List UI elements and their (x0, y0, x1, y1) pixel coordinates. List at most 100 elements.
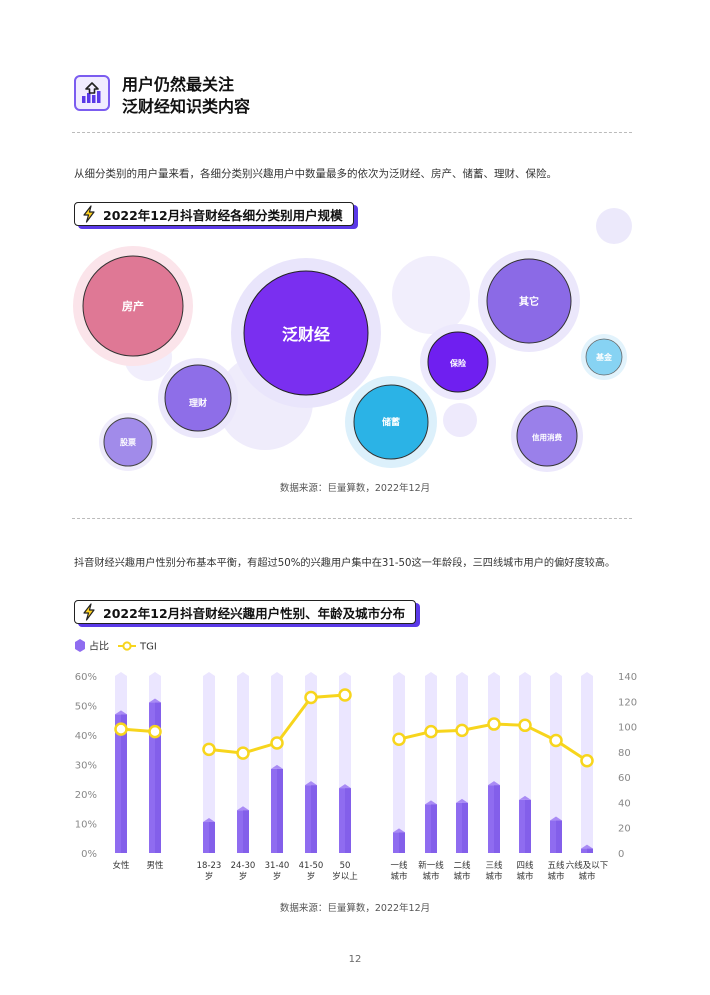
bar-shade (494, 785, 500, 853)
bubble-chart: 房产 泛财经 理财 股票 储蓄 保险 其它 基金 信用消费 (73, 208, 632, 472)
bar-background-cap (550, 672, 562, 676)
bar-background-cap (581, 672, 593, 676)
lightning-icon (83, 205, 95, 223)
section-title-1-text: 2022年12月抖音财经各细分类别用户规模 (103, 207, 343, 223)
y-right-tick-label: 80 (618, 748, 631, 759)
bubble-label: 基金 (595, 352, 613, 362)
x-tick-label: 一线 (390, 860, 408, 871)
x-tick-label: 24-30 (231, 861, 256, 871)
intro-text-2: 抖音财经兴趣用户性别分布基本平衡，有超过50%的兴趣用户集中在31-50这一年龄… (74, 558, 616, 569)
bar-cap (425, 800, 437, 805)
bg-bubble (443, 403, 477, 437)
legend-label-tgi: TGI (139, 642, 157, 653)
x-tick-label: 岁 (307, 871, 316, 882)
page-number: 12 (348, 954, 362, 965)
x-tick-label: 四线 (516, 860, 534, 871)
bar-shade (587, 848, 593, 853)
tgi-point (392, 732, 406, 746)
y-right-tick-label: 20 (618, 824, 631, 835)
bubble-stocks (103, 417, 153, 467)
x-tick-label: 城市 (547, 871, 565, 882)
bar-background-cap (271, 672, 283, 676)
tgi-point (518, 718, 532, 733)
bar-shade (462, 802, 468, 853)
bar-background-cap (488, 672, 500, 676)
y-left-tick-label: 30% (75, 761, 97, 772)
combo-chart: 0% 10% 20% 30% 40% 50% 60% 0 20 40 60 80 100 120 140 女性… (75, 672, 637, 882)
tgi-point (304, 690, 318, 705)
bar-shade (155, 702, 161, 853)
bar-cap (488, 781, 500, 786)
tgi-point (148, 724, 162, 739)
y-right-tick-label: 60 (618, 773, 631, 784)
bubble-savings (353, 384, 429, 460)
bar-shade (556, 820, 562, 853)
bar-shade (121, 714, 127, 853)
x-tick-label: 18-23 (197, 861, 222, 871)
x-tick-label: 31-40 (265, 861, 290, 871)
bar-background-cap (237, 672, 249, 676)
line-legend-marker (122, 641, 132, 651)
title-line-1: 用户仍然最关注 (122, 75, 235, 94)
x-tick-label: 41-50 (299, 861, 324, 871)
x-tick-label: 三线 (485, 860, 503, 871)
bubble-other (486, 258, 572, 344)
y-left-tick-label: 40% (75, 731, 97, 742)
bubble-insurance (427, 331, 489, 393)
bar-shade (209, 822, 215, 853)
x-tick-label: 男性 (146, 860, 164, 871)
bubble-wealth-management (164, 364, 232, 432)
bubble-label: 房产 (122, 299, 144, 313)
bar-background-cap (393, 672, 405, 676)
divider (72, 518, 632, 519)
bubble-real-estate (82, 255, 184, 357)
tgi-point (487, 717, 501, 731)
tgi-point (424, 724, 438, 739)
bubble-label: 储蓄 (382, 416, 400, 428)
intro-text-1: 从细分类别的用户量来看，各细分类别兴趣用户中数量最多的依次为泛财经、房产、储蓄、… (74, 168, 557, 180)
bar-cap (519, 795, 531, 800)
bar-background-cap (203, 672, 215, 676)
x-tick-label: 岁 (239, 871, 248, 882)
x-tick-label: 岁 (205, 871, 214, 882)
x-tick-label: 城市 (390, 871, 408, 882)
tgi-point (580, 753, 594, 768)
divider (72, 132, 632, 133)
bubble-label: 保险 (449, 358, 467, 368)
bar-shade (399, 832, 405, 853)
bar-background-cap (115, 672, 127, 676)
x-tick-label: 城市 (422, 871, 440, 882)
page-title: 用户仍然最关注 泛财经知识类内容 (122, 74, 250, 118)
y-left-tick-label: 20% (75, 790, 97, 801)
x-tick-label: 城市 (578, 871, 596, 882)
lightning-icon (83, 603, 95, 621)
x-tick-label: 二线 (453, 860, 471, 871)
y-right-tick-label: 0 (618, 849, 624, 860)
tgi-point (236, 746, 250, 760)
bar-cap (456, 798, 468, 803)
bar-cap (115, 710, 127, 715)
bar-cap (305, 781, 317, 786)
bar-shade (243, 810, 249, 853)
bar-background (393, 676, 405, 853)
bar-cap (581, 844, 593, 849)
x-tick-label: 六线及以下 (566, 860, 609, 871)
bg-bubble (596, 208, 632, 244)
y-left-tick-label: 50% (75, 702, 97, 713)
bar-background-cap (425, 672, 437, 676)
bubble-label: 理财 (189, 397, 207, 409)
legend-label-share: 占比 (89, 640, 109, 653)
bar-cap (339, 784, 351, 789)
tgi-point (270, 736, 284, 750)
bar-cap (203, 818, 215, 823)
tgi-point (455, 723, 469, 738)
bar-shade (277, 768, 283, 853)
tgi-point (114, 722, 128, 736)
bar-background-cap (519, 672, 531, 676)
tgi-point (549, 733, 563, 748)
y-right-tick-label: 40 (618, 798, 631, 809)
bar-cap (393, 828, 405, 833)
y-left-tick-label: 0% (81, 849, 97, 860)
bar-background (550, 676, 562, 853)
bg-bubble (392, 256, 470, 334)
